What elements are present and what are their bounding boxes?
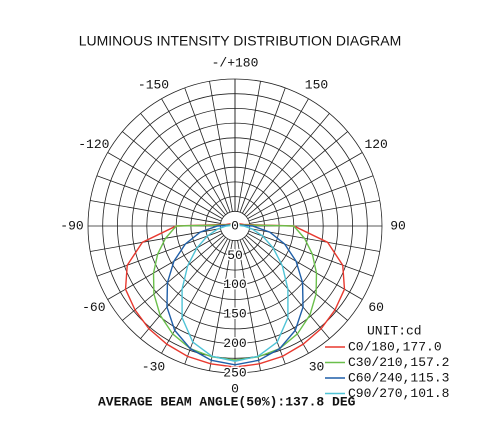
- grid-spoke: [249, 228, 380, 252]
- r-tick-label: 150: [223, 307, 246, 322]
- grid-spoke: [239, 87, 286, 213]
- grid-spoke: [249, 200, 380, 224]
- grid-spoke: [237, 81, 261, 212]
- grid-spoke: [242, 98, 309, 214]
- grid-spoke: [248, 230, 374, 277]
- grid-spoke: [90, 200, 221, 224]
- theta-tick-label: -/+180: [212, 55, 259, 70]
- theta-tick-label: 30: [309, 360, 325, 375]
- theta-tick-label: -150: [138, 77, 169, 92]
- r-tick-label: 100: [223, 277, 246, 292]
- r-tick-label: 250: [223, 365, 246, 380]
- theta-tick-label: -60: [82, 300, 105, 315]
- intensity-curve: [181, 223, 289, 362]
- grid-spoke: [246, 131, 348, 217]
- theta-tick-label: -30: [142, 360, 165, 375]
- grid-spoke: [96, 230, 222, 277]
- grid-spoke: [244, 113, 330, 215]
- grid-spoke: [184, 239, 231, 365]
- legend-title: UNIT:cd: [367, 323, 422, 338]
- grid-spoke: [209, 240, 233, 371]
- grid-spoke: [161, 98, 228, 214]
- theta-tick-label: -120: [78, 137, 109, 152]
- theta-tick-label: 60: [368, 300, 384, 315]
- theta-tick-label: 120: [364, 137, 387, 152]
- grid-spoke: [237, 240, 261, 371]
- theta-tick-label: -90: [60, 218, 83, 233]
- grid-spoke: [246, 235, 348, 321]
- legend-label: C30/210,157.2: [348, 355, 449, 370]
- legend-label: C90/270,101.8: [348, 386, 449, 401]
- grid-spoke: [122, 131, 224, 217]
- grid-spoke: [107, 233, 223, 300]
- grid-spoke: [90, 228, 221, 252]
- grid-spoke: [247, 152, 363, 219]
- footnote: AVERAGE BEAM ANGLE(50%):137.8 DEG: [98, 394, 356, 409]
- legend-label: C60/240,115.3: [348, 370, 449, 385]
- theta-tick-label: 90: [390, 218, 406, 233]
- grid-spoke: [209, 81, 233, 212]
- grid-spoke: [247, 233, 363, 300]
- theta-tick-label: 0: [231, 381, 239, 396]
- chart-title: LUMINOUS INTENSITY DISTRIBUTION DIAGRAM: [79, 33, 402, 49]
- grid-spoke: [96, 175, 222, 222]
- r-tick-label: 0: [231, 218, 239, 233]
- grid-spoke: [184, 87, 231, 213]
- grid-spoke: [248, 175, 374, 222]
- grid-spoke: [239, 239, 286, 365]
- legend-label: C0/180,177.0: [348, 339, 442, 354]
- grid-spoke: [140, 113, 226, 215]
- r-tick-label: 50: [227, 248, 243, 263]
- grid-spoke: [122, 235, 224, 321]
- grid-spoke: [107, 152, 223, 219]
- theta-tick-label: 150: [305, 77, 328, 92]
- r-tick-label: 200: [223, 336, 246, 351]
